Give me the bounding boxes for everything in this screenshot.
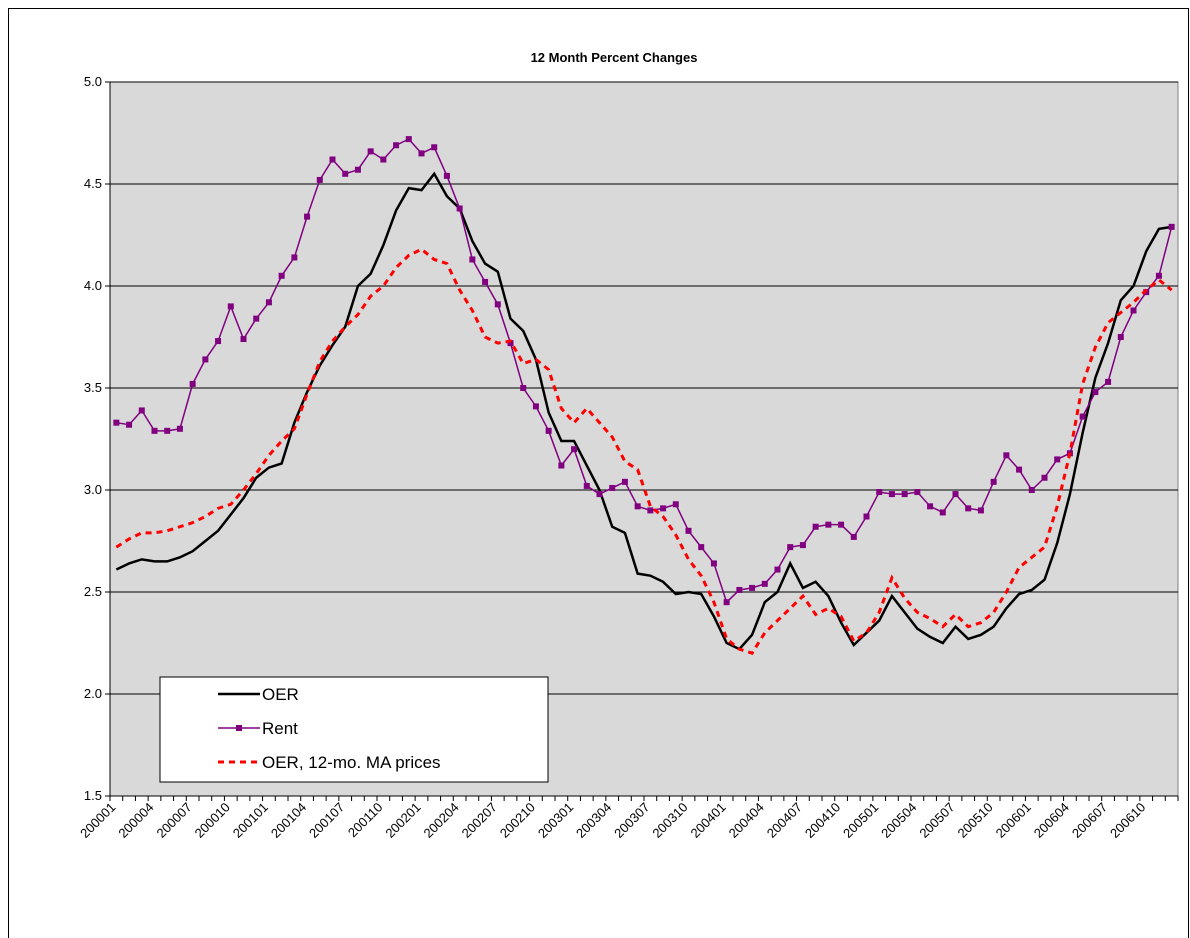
point-marker — [164, 427, 171, 434]
point-marker — [126, 421, 133, 428]
point-marker — [1130, 307, 1137, 314]
point-marker — [838, 521, 845, 528]
point-marker — [698, 544, 705, 551]
point-marker — [710, 560, 717, 567]
point-marker — [672, 501, 679, 508]
point-marker — [901, 491, 908, 498]
point-marker — [215, 338, 222, 345]
y-tick-label: 5.0 — [84, 74, 102, 89]
point-marker — [202, 356, 209, 363]
point-marker — [723, 599, 730, 606]
point-marker — [532, 403, 539, 410]
point-marker — [952, 491, 959, 498]
point-marker — [494, 301, 501, 308]
point-marker — [367, 148, 374, 155]
point-marker — [927, 503, 934, 510]
legend-label: OER, 12-mo. MA prices — [262, 753, 441, 772]
point-marker — [545, 427, 552, 434]
point-marker — [634, 503, 641, 510]
point-marker — [774, 566, 781, 573]
point-marker — [990, 478, 997, 485]
point-marker — [1028, 487, 1035, 493]
point-marker — [1079, 413, 1086, 420]
point-marker — [583, 482, 590, 489]
point-marker — [176, 425, 183, 432]
point-marker — [393, 142, 400, 149]
point-marker — [685, 527, 692, 534]
y-tick-label: 4.5 — [84, 176, 102, 191]
series-line — [115, 247, 1173, 655]
point-marker — [469, 256, 476, 263]
point-marker — [1155, 272, 1162, 279]
point-marker — [621, 478, 628, 485]
y-tick-label: 4.0 — [84, 278, 102, 293]
point-marker — [787, 544, 794, 551]
point-marker — [914, 489, 921, 496]
point-marker — [850, 533, 857, 540]
point-marker — [316, 176, 323, 183]
point-marker — [443, 172, 450, 179]
point-marker — [189, 380, 196, 387]
point-marker — [418, 150, 425, 157]
point-marker — [278, 272, 285, 279]
point-marker — [354, 166, 361, 173]
legend-label: OER — [262, 685, 299, 704]
point-marker — [380, 156, 387, 163]
point-marker — [749, 584, 756, 591]
point-marker — [329, 156, 336, 163]
point-marker — [888, 491, 895, 498]
point-marker — [1168, 223, 1175, 230]
point-marker — [456, 205, 463, 212]
chart-title: 12 Month Percent Changes — [531, 50, 698, 65]
point-marker — [609, 484, 616, 491]
point-marker — [1117, 334, 1124, 340]
point-marker — [431, 144, 438, 151]
point-marker — [253, 315, 260, 322]
point-marker — [304, 213, 311, 220]
point-marker — [1003, 452, 1010, 459]
point-marker — [596, 491, 603, 498]
point-marker — [825, 521, 832, 528]
point-marker — [342, 170, 349, 177]
point-marker — [876, 489, 883, 496]
point-marker — [520, 385, 527, 391]
legend-marker — [236, 725, 242, 731]
point-marker — [1105, 378, 1112, 385]
y-tick-label: 2.0 — [84, 686, 102, 701]
point-marker — [647, 507, 654, 514]
y-tick-label: 3.0 — [84, 482, 102, 497]
point-marker — [571, 446, 578, 453]
point-marker — [965, 505, 972, 512]
point-marker — [1054, 456, 1061, 463]
point-marker — [151, 427, 158, 434]
point-marker — [240, 336, 247, 343]
point-marker — [939, 509, 946, 516]
point-marker — [812, 523, 819, 530]
point-marker — [482, 278, 489, 285]
point-marker — [863, 513, 870, 520]
series-line — [116, 138, 1173, 604]
point-marker — [761, 580, 768, 587]
y-tick-label: 2.5 — [84, 584, 102, 599]
point-marker — [405, 136, 412, 143]
point-marker — [113, 419, 120, 426]
point-marker — [660, 505, 667, 512]
y-tick-label: 1.5 — [84, 788, 102, 803]
point-marker — [265, 299, 272, 306]
legend-label: Rent — [262, 719, 298, 738]
point-marker — [1016, 466, 1023, 473]
point-marker — [507, 340, 514, 347]
point-marker — [1092, 389, 1099, 396]
point-marker — [138, 407, 145, 414]
point-marker — [799, 542, 806, 549]
point-marker — [558, 462, 565, 469]
point-marker — [736, 586, 743, 593]
y-tick-label: 3.5 — [84, 380, 102, 395]
point-marker — [1041, 474, 1048, 481]
point-marker — [227, 303, 234, 310]
point-marker — [977, 507, 984, 514]
point-marker — [291, 254, 298, 261]
